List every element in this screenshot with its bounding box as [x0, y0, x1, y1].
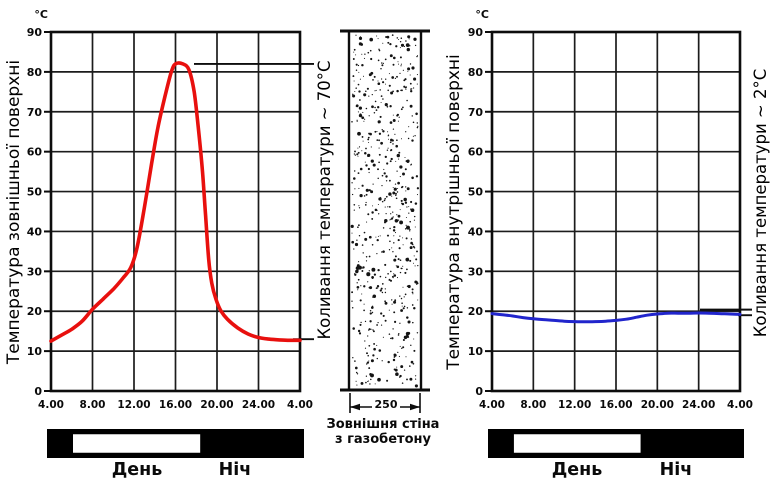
x-tick-label: 8.00 [520, 399, 546, 411]
y-tick-label: 80 [27, 66, 43, 79]
left-night-label: Ніч [218, 460, 252, 480]
x-tick-label: 4.00 [287, 399, 313, 411]
y-tick-label: 20 [468, 305, 484, 318]
y-tick-label: 20 [27, 305, 43, 318]
x-tick-label: 8.00 [80, 399, 106, 411]
x-tick-label: 20.00 [200, 399, 233, 411]
right-chart-annotation-label: Коливання температури ~ 2°C [751, 68, 770, 338]
day-segment [511, 431, 644, 456]
right-chart-y-axis-title: Температура внутрішньої поверхні [444, 54, 464, 370]
x-tick-label: 24.00 [682, 399, 715, 411]
x-tick-label: 16.00 [599, 399, 632, 411]
left-chart-unit-label: °C [34, 8, 48, 21]
y-tick-label: 40 [468, 225, 484, 238]
wall-dimension-label: 250 [372, 399, 400, 411]
x-tick-label: 12.00 [117, 399, 150, 411]
y-tick-label: 30 [468, 265, 484, 278]
y-tick-label: 50 [27, 186, 43, 199]
wall-caption: Зовнішня стіна з газобетону [308, 417, 458, 447]
y-tick-label: 40 [27, 225, 43, 238]
dimension-arrow-right [410, 403, 420, 411]
y-tick-label: 0 [34, 385, 42, 398]
x-tick-label: 4.00 [727, 399, 753, 411]
plot-border [490, 30, 742, 393]
right-day-label: День [551, 460, 603, 480]
y-tick-label: 10 [468, 345, 484, 358]
left-chart-annotation-label: Коливання температури ~ 70°C [315, 60, 334, 340]
y-tick-label: 10 [27, 345, 43, 358]
day-segment [70, 431, 203, 456]
x-tick-label: 24.00 [242, 399, 275, 411]
y-tick-label: 70 [27, 106, 43, 119]
y-tick-label: 90 [27, 26, 43, 39]
left-chart-y-axis-title: Температура зовнішньої поверхні [4, 59, 24, 365]
plot-border [49, 30, 302, 393]
x-tick-label: 4.00 [479, 399, 505, 411]
y-tick-label: 70 [468, 106, 484, 119]
temperature-curve [49, 61, 302, 343]
y-tick-label: 80 [468, 66, 484, 79]
y-tick-label: 50 [468, 186, 484, 199]
y-tick-label: 60 [468, 146, 484, 159]
x-tick-label: 12.00 [558, 399, 591, 411]
right-chart: 0 10 20 30 40 50 60 70 80 90 4.00 8.00 12.00 16.00 20.… [468, 26, 753, 458]
wall-caption-line2: з газобетону [335, 431, 431, 447]
wall-texture [350, 34, 420, 388]
wall-section [340, 29, 430, 413]
left-chart: 0 10 20 30 40 50 60 70 80 90 4.00 8.00 12.00 16.00 20.… [27, 26, 314, 458]
right-chart-unit-label: °C [475, 8, 489, 21]
x-tick-label: 16.00 [159, 399, 192, 411]
right-night-label: Ніч [659, 460, 693, 480]
y-tick-label: 0 [475, 385, 483, 398]
wall-caption-line1: Зовнішня стіна [326, 417, 440, 432]
y-tick-label: 60 [27, 146, 43, 159]
y-tick-label: 90 [468, 26, 484, 39]
x-tick-label: 4.00 [38, 399, 64, 411]
temperature-curve [490, 311, 742, 324]
dimension-arrow-left [350, 403, 360, 411]
y-tick-label: 30 [27, 265, 43, 278]
x-tick-label: 20.00 [641, 399, 674, 411]
left-day-label: День [111, 460, 163, 480]
